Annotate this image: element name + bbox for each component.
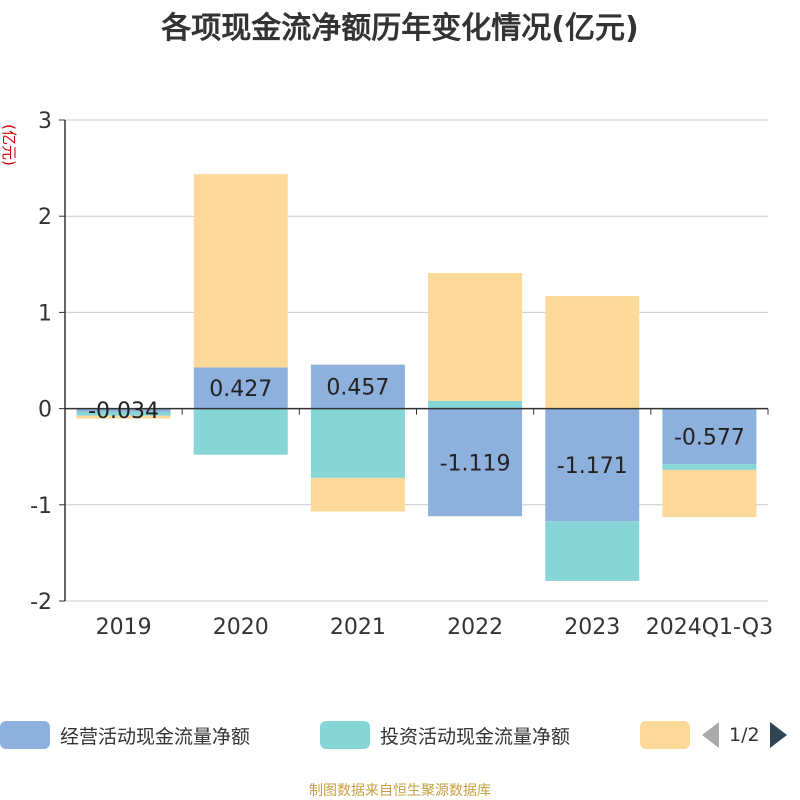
prev-page-icon[interactable] (702, 722, 719, 748)
bar-segment (193, 367, 288, 409)
bar-segment (545, 521, 640, 581)
chart-title: 各项现金流净额历年变化情况(亿元) (160, 11, 638, 46)
data-label: -0.034 (88, 399, 159, 424)
y-axis-unit: (亿元) (0, 124, 18, 166)
bar-segment (545, 408, 640, 522)
data-label: -1.171 (557, 454, 628, 479)
y-tick-label: -2 (30, 590, 52, 615)
grid-lines (65, 119, 768, 602)
legend-pager: 1/2 (702, 717, 787, 753)
legend-item-operating[interactable]: 经营活动现金流量净额 (0, 717, 250, 753)
legend-item-investing[interactable]: 投资活动现金流量净额 (320, 717, 570, 753)
x-tick-label: 2020 (213, 615, 269, 640)
bar-segment (662, 464, 757, 470)
y-tick-label: 0 (38, 398, 52, 423)
y-tick-label: 1 (38, 301, 52, 326)
axes: -2 -1 0 1 2 3 2019 2020 2021 2022 2023 2024Q1-Q3 (30, 109, 773, 640)
legend-swatch (320, 721, 370, 749)
legend-page-indicator: 1/2 (729, 724, 760, 746)
bar-segment (76, 415, 171, 419)
bar-segment (545, 296, 640, 409)
bar-segment (193, 174, 288, 368)
legend-swatch (640, 721, 690, 749)
x-tick-label: 2021 (330, 615, 386, 640)
bar-segment (310, 477, 405, 512)
x-tick-label: 2022 (447, 615, 503, 640)
y-tick-label: 2 (38, 205, 52, 230)
bar-segment (428, 272, 523, 401)
next-page-icon[interactable] (769, 722, 787, 748)
data-label: -0.577 (674, 425, 745, 450)
legend-label: 投资活动现金流量净额 (380, 725, 571, 748)
data-label: -1.119 (440, 451, 511, 476)
x-tick-label: 2024Q1-Q3 (646, 615, 773, 640)
bar-segment (428, 408, 523, 517)
bar-segment (662, 408, 757, 465)
x-tick-label: 2019 (96, 615, 152, 640)
data-source: 制图数据来自恒生聚源数据库 (309, 783, 491, 799)
bar-segment (76, 408, 171, 412)
legend-swatch (0, 721, 50, 749)
y-tick-label: 3 (38, 109, 52, 134)
chart-canvas: 各项现金流净额历年变化情况(亿元) (亿元) -2 -1 0 1 2 3 2019 2020 2… (0, 11, 773, 640)
data-label: 0.457 (326, 376, 389, 401)
bar-segment (76, 411, 171, 416)
bar-segment (662, 469, 757, 518)
data-labels: -0.034 0.427 0.457 -1.119 -1.171 -0.577 (88, 376, 745, 479)
legend-item-financing[interactable] (640, 717, 700, 753)
data-label: 0.427 (209, 377, 272, 402)
bar-segment (310, 364, 405, 409)
bar-segment (428, 400, 523, 409)
legend: 经营活动现金流量净额 投资活动现金流量净额 1/2 (0, 717, 800, 753)
bars (76, 174, 757, 581)
x-tick-label: 2023 (564, 615, 620, 640)
bar-segment (310, 408, 405, 478)
y-tick-label: -1 (30, 494, 52, 519)
legend-label: 经营活动现金流量净额 (60, 725, 251, 748)
bar-segment (193, 408, 288, 455)
